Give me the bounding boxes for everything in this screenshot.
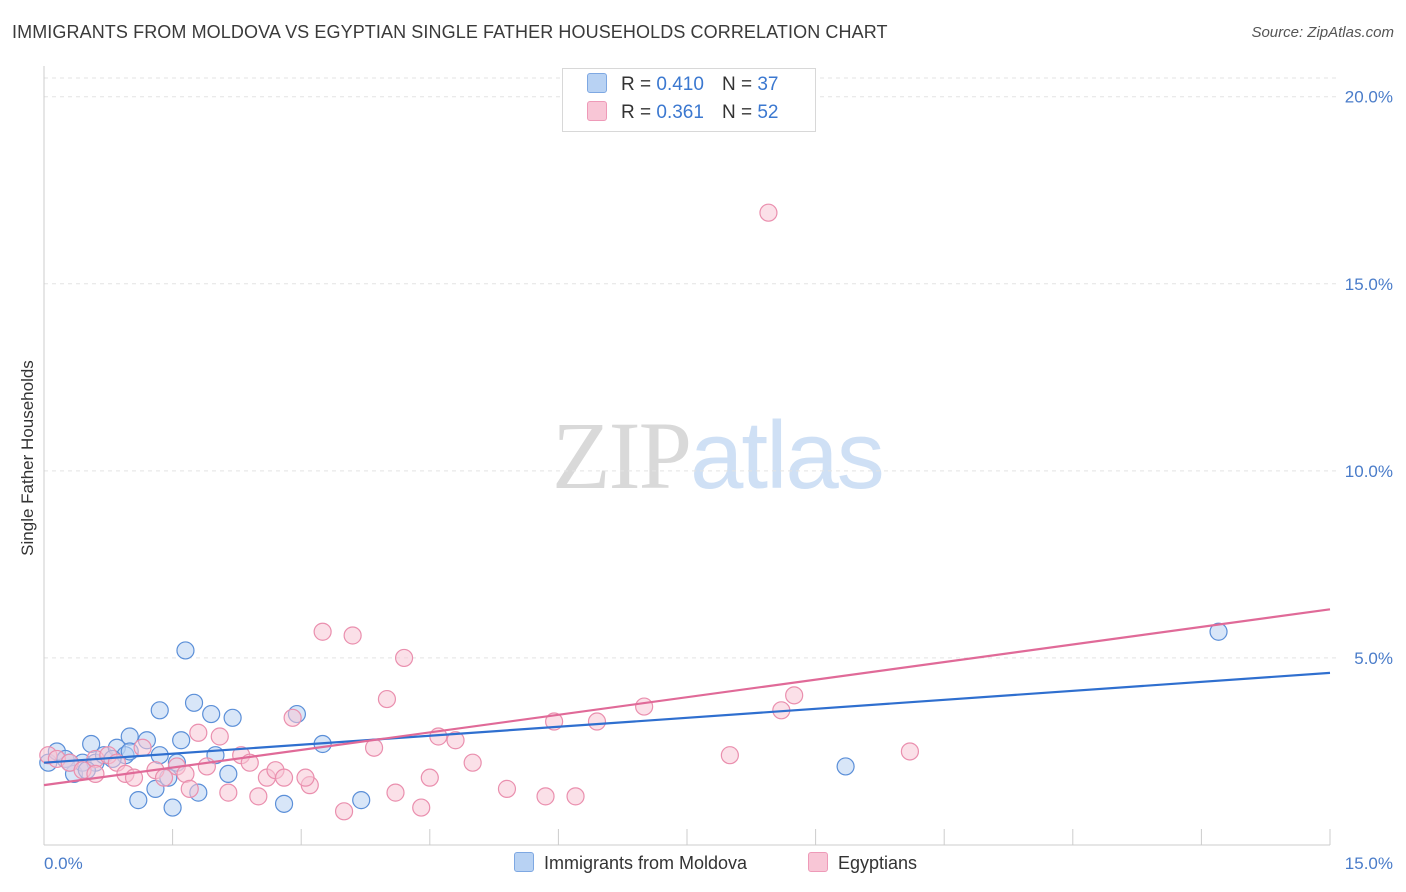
source-label: Source: ZipAtlas.com [1251,24,1394,41]
data-point-egyptians [296,768,315,787]
y-tick-label: 5.0% [1354,649,1393,668]
data-point-egyptians [219,783,238,802]
stats-legend-row-moldova: R = 0.410 N = 37 [587,73,778,99]
x-tick-label: 15.0% [1345,854,1393,873]
r-label: R = [621,74,652,95]
data-point-egyptians [343,626,362,645]
data-point-egyptians [566,787,585,806]
data-point-egyptians [274,768,294,787]
n-label: N = [721,102,753,123]
legend-swatch-moldova [587,73,607,93]
data-point-egyptians [412,798,431,817]
watermark: ZIPatlas [552,400,885,511]
r-value: 0.361 [656,102,704,123]
legend-item-moldova: Immigrants from Moldova [514,852,747,874]
data-point-moldova [129,791,148,810]
r-value: 0.410 [656,74,704,95]
data-point-moldova [202,704,221,724]
data-point-moldova [163,798,182,817]
data-point-egyptians [394,648,414,668]
data-point-egyptians [497,779,517,798]
data-point-egyptians [463,753,482,772]
data-point-moldova [274,794,294,813]
data-point-egyptians [720,746,739,765]
data-point-egyptians [446,731,465,750]
legend-label-moldova: Immigrants from Moldova [544,853,748,873]
data-point-egyptians [386,783,405,802]
data-point-egyptians [785,686,804,705]
data-point-moldova [150,701,169,720]
watermark-zip: ZIP [552,402,692,509]
n-label: N = [721,74,753,95]
trend-line-moldova [43,671,1331,764]
r-label: R = [621,102,652,123]
series-legend: Immigrants from Moldova Egyptians [0,852,1406,878]
data-point-egyptians [420,768,439,787]
data-point-egyptians [133,738,152,757]
y-tick-label: 20.0% [1345,88,1393,107]
legend-swatch-egyptians [587,101,607,121]
data-point-moldova [176,641,195,660]
watermark-atlas: atlas [690,402,885,509]
data-point-moldova [219,764,238,784]
x-tick-label: 0.0% [44,854,83,873]
stats-legend: R = 0.410 N = 37 R = 0.361 N = 52 [562,68,816,132]
data-point-egyptians [313,622,332,641]
data-point-egyptians [536,787,555,806]
data-point-egyptians [759,203,778,222]
legend-label-egyptians: Egyptians [838,853,918,873]
data-point-egyptians [900,742,920,761]
data-point-egyptians [283,708,302,727]
data-point-moldova [836,757,855,776]
data-point-moldova [352,791,371,810]
y-tick-label: 10.0% [1345,462,1393,481]
data-point-egyptians [334,802,354,821]
data-point-egyptians [197,757,216,776]
data-point-moldova [184,693,204,712]
n-value: 52 [757,102,779,123]
data-point-egyptians [210,727,229,746]
trend-line-egyptians [43,608,1331,787]
y-tick-label: 15.0% [1345,275,1393,294]
legend-swatch-egyptians [808,852,828,872]
stats-legend-row-egyptians: R = 0.361 N = 52 [587,101,778,127]
data-point-egyptians [377,689,397,709]
data-point-moldova [223,708,242,727]
data-point-egyptians [587,712,607,731]
n-value: 37 [757,74,779,95]
data-point-egyptians [635,697,654,716]
data-point-egyptians [189,723,208,742]
chart-title: IMMIGRANTS FROM MOLDOVA VS EGYPTIAN SING… [12,22,888,42]
data-point-egyptians [249,787,268,806]
data-point-egyptians [180,779,199,798]
data-point-moldova [172,731,191,750]
data-point-moldova [1209,622,1228,641]
legend-item-egyptians: Egyptians [808,852,917,874]
legend-swatch-moldova [514,852,534,872]
data-point-egyptians [176,764,195,784]
